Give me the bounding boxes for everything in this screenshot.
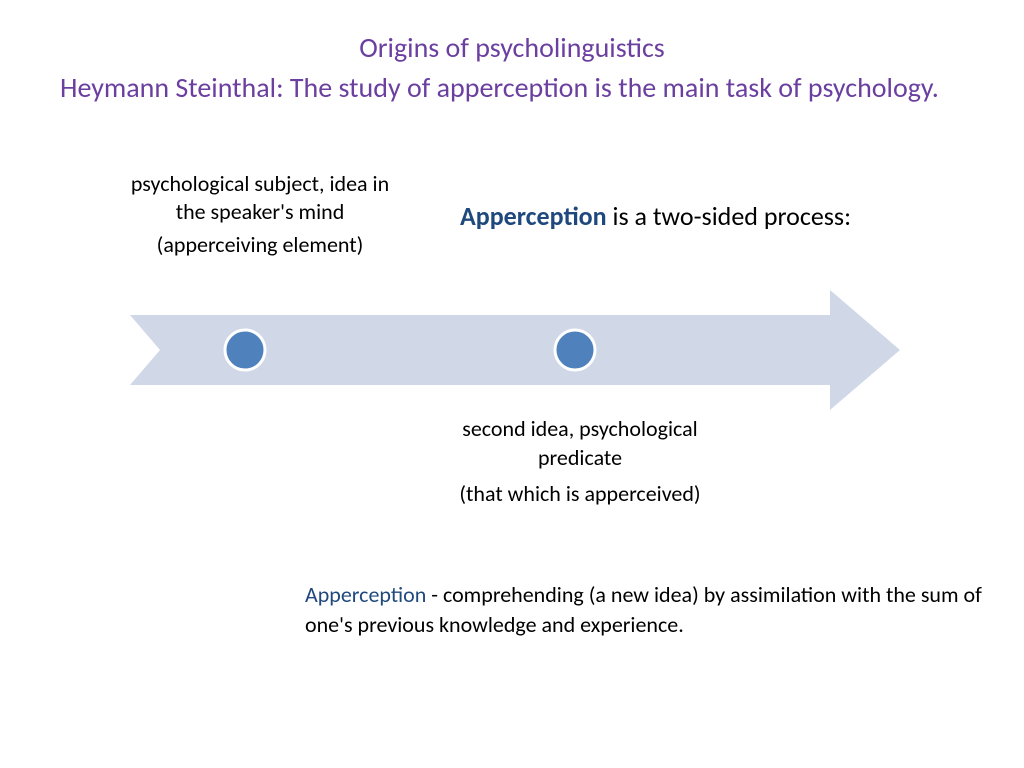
top-label: psychological subject, idea in the speak… xyxy=(130,170,390,259)
arrow-svg xyxy=(130,290,900,410)
slide-title: Origins of psycholinguistics xyxy=(0,0,1024,65)
bottom-label-sub: (that which is apperceived) xyxy=(450,480,710,509)
bottom-label-main: second idea, psychological predicate xyxy=(450,415,710,472)
top-label-main: psychological subject, idea in the speak… xyxy=(130,170,390,225)
key-term: Apperception is a two-sided process: xyxy=(460,200,851,232)
arrow-shape xyxy=(130,290,900,410)
bottom-label: second idea, psychological predicate (th… xyxy=(450,415,710,509)
definition-term: Apperception xyxy=(305,581,426,608)
top-label-sub: (apperceiving element) xyxy=(130,231,390,259)
key-term-rest: is a two-sided process: xyxy=(607,200,851,232)
definition: Apperception - comprehending (a new idea… xyxy=(305,580,1005,639)
process-arrow xyxy=(130,290,900,410)
slide-subtitle: Heymann Steinthal: The study of appercep… xyxy=(40,65,1024,105)
key-term-bold: Apperception xyxy=(460,200,607,232)
